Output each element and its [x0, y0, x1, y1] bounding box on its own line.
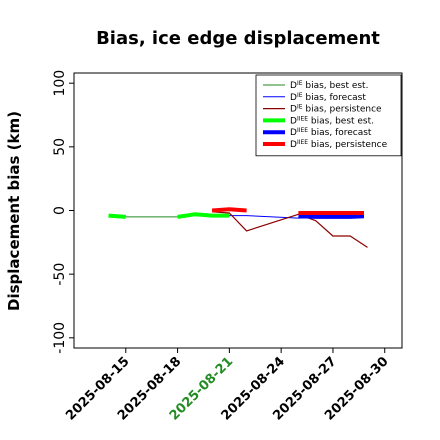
x-ticks: 2025-08-152025-08-182025-08-212025-08-24…	[63, 348, 392, 424]
y-tick-label-1: 50	[52, 138, 68, 156]
series-line-3	[108, 213, 126, 219]
legend-entry-3: DIIEE bias, best est.	[290, 115, 374, 126]
series-line-5	[211, 207, 247, 213]
y-tick-label-3: -50	[52, 263, 68, 286]
legend-entry-0: DIE bias, best est.	[290, 80, 368, 91]
series-line-3-b	[177, 212, 230, 219]
legend-entry-2: DIE bias, persistence	[290, 104, 382, 115]
y-ticks: 100 50 0 -50 -100	[52, 70, 74, 354]
y-tick-label-2: 0	[52, 206, 68, 215]
legend-entry-1: DIE bias, forecast	[290, 92, 366, 103]
y-tick-label-0: 100	[52, 70, 68, 97]
legend-box	[255, 74, 402, 157]
y-tick-label-4: -100	[52, 322, 68, 354]
series-layer	[108, 207, 368, 248]
legend: DIE bias, best est.DIE bias, forecastDIE…	[255, 74, 402, 157]
series-line-4	[298, 214, 365, 219]
legend-entry-5: DIIEE bias, persistence	[290, 139, 388, 150]
chart-title: Bias, ice edge displacement	[96, 28, 380, 49]
y-axis-label: Displacement bias (km)	[5, 111, 23, 311]
legend-entry-4: DIIEE bias, forecast	[290, 127, 372, 138]
